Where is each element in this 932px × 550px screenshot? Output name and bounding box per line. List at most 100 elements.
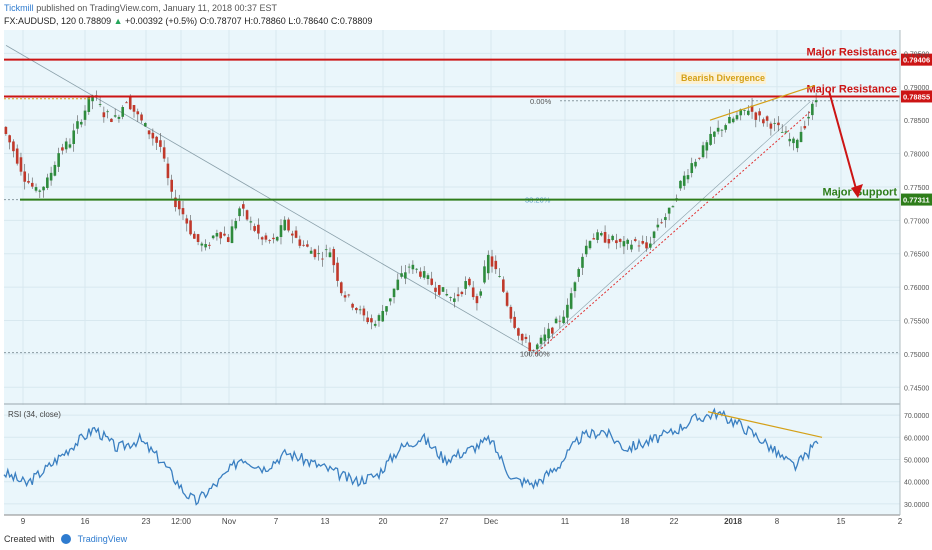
candle-body bbox=[144, 122, 147, 127]
candle-body bbox=[392, 288, 396, 298]
candle-body bbox=[419, 271, 422, 277]
candle-body bbox=[434, 287, 437, 292]
candle-body bbox=[758, 111, 761, 116]
candle-body bbox=[795, 139, 799, 149]
candle-body bbox=[170, 179, 173, 192]
candle-body bbox=[524, 336, 528, 340]
candle-body bbox=[667, 207, 671, 214]
tradingview-link[interactable]: TradingView bbox=[77, 534, 128, 544]
candle-body bbox=[739, 109, 743, 116]
candle-body bbox=[275, 236, 279, 241]
candle-body bbox=[626, 239, 629, 244]
candle-body bbox=[53, 164, 57, 176]
change-value: +0.00392 (+0.5%) bbox=[125, 16, 198, 26]
candle-body bbox=[332, 248, 336, 266]
ohlc-line: FX:AUDUSD, 120 0.78809 ▲ +0.00392 (+0.5%… bbox=[4, 16, 372, 26]
candle-body bbox=[19, 157, 23, 172]
candle-body bbox=[185, 218, 189, 224]
candle-body bbox=[362, 308, 366, 316]
price-label-value: 0.78855 bbox=[903, 92, 930, 101]
candle-body bbox=[449, 297, 452, 298]
candle-body bbox=[4, 126, 8, 134]
candle-body bbox=[494, 260, 498, 270]
candle-body bbox=[208, 244, 211, 246]
candle-body bbox=[351, 303, 354, 308]
candle-body bbox=[110, 118, 113, 122]
candle-body bbox=[162, 147, 166, 159]
up-arrow-icon: ▲ bbox=[113, 16, 123, 26]
candle-body bbox=[475, 296, 479, 304]
price-tick-label: 0.75500 bbox=[904, 319, 929, 326]
candle-body bbox=[788, 138, 792, 142]
candle-body bbox=[204, 244, 207, 248]
candle-body bbox=[558, 320, 562, 322]
tradingview-logo-icon bbox=[61, 534, 72, 544]
fib-diagonal bbox=[535, 101, 811, 351]
candle-body bbox=[509, 306, 513, 319]
candle-body bbox=[355, 307, 358, 311]
candle-body bbox=[584, 245, 588, 255]
candle-body bbox=[415, 268, 418, 270]
candle-body bbox=[279, 225, 283, 238]
candle-body bbox=[125, 102, 128, 104]
price-tick-label: 0.78000 bbox=[904, 152, 929, 159]
candle-body bbox=[701, 145, 705, 158]
candle-body bbox=[780, 132, 784, 133]
x-tick-label: 13 bbox=[321, 517, 330, 526]
price-tick-label: 0.74500 bbox=[904, 385, 929, 392]
candle-body bbox=[309, 250, 313, 254]
candle-body bbox=[637, 245, 641, 247]
candle-body bbox=[260, 237, 264, 240]
candle-body bbox=[215, 233, 219, 237]
candle-body bbox=[728, 116, 731, 124]
price-tick-label: 0.79500 bbox=[904, 51, 929, 58]
candle-body bbox=[709, 133, 712, 145]
rsi-tick-label: 30.0000 bbox=[904, 502, 929, 509]
candle-body bbox=[694, 161, 697, 167]
candle-body bbox=[287, 219, 290, 231]
candle-body bbox=[622, 241, 626, 247]
candle-body bbox=[562, 316, 565, 324]
publish-line: Tickmill published on TradingView.com, J… bbox=[4, 3, 277, 13]
close-value: C:0.78809 bbox=[330, 16, 373, 26]
candle-body bbox=[253, 226, 256, 231]
price-chart[interactable]: 0.00%38.20%100.00% Major Resistance0.794… bbox=[0, 30, 932, 530]
candle-body bbox=[370, 318, 373, 323]
candle-body bbox=[453, 298, 456, 302]
candle-body bbox=[445, 293, 449, 296]
candle-body bbox=[664, 217, 667, 221]
candle-body bbox=[581, 256, 584, 268]
candle-body bbox=[328, 252, 332, 258]
divergence-line-price bbox=[709, 84, 816, 121]
candle-body bbox=[166, 163, 170, 179]
candle-body bbox=[713, 131, 716, 137]
candle-body bbox=[49, 172, 53, 181]
candle-body bbox=[630, 244, 633, 250]
last-price: 0.78809 bbox=[78, 16, 112, 26]
candle-body bbox=[76, 121, 79, 129]
candle-body bbox=[113, 115, 117, 117]
candle-body bbox=[238, 208, 241, 217]
divergence-label: Bearish Divergence bbox=[681, 73, 765, 83]
candle-body bbox=[437, 285, 441, 295]
candle-body bbox=[347, 294, 351, 296]
candle-body bbox=[750, 105, 754, 112]
candle-body bbox=[671, 206, 675, 208]
open-value: O:0.78707 bbox=[199, 16, 242, 26]
candle-body bbox=[611, 235, 614, 241]
x-tick-label: 2 bbox=[898, 517, 903, 526]
candle-body bbox=[268, 240, 271, 242]
rsi-line bbox=[3, 407, 819, 506]
author-link[interactable]: Tickmill bbox=[4, 3, 34, 13]
candle-body bbox=[615, 240, 618, 244]
rsi-tick-label: 60.0000 bbox=[904, 435, 929, 442]
candle-body bbox=[147, 130, 151, 135]
candle-body bbox=[762, 119, 765, 124]
candle-body bbox=[181, 208, 185, 215]
candle-body bbox=[573, 282, 577, 292]
candle-body bbox=[792, 138, 795, 144]
symbol-label: FX:AUDUSD, 120 bbox=[4, 16, 77, 26]
price-label-value: 0.79406 bbox=[903, 56, 930, 65]
candle-body bbox=[430, 278, 434, 285]
ascending-trendline bbox=[535, 111, 811, 355]
